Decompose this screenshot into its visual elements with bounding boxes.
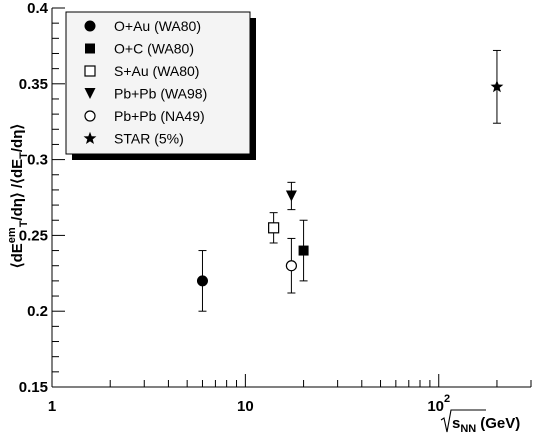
legend-label: Pb+Pb (NA49) [114, 108, 205, 124]
legend-label: O+Au (WA80) [114, 18, 201, 34]
data-point [298, 219, 309, 282]
legend-label: O+C (WA80) [114, 41, 194, 57]
marker-open-circle [84, 110, 96, 122]
data-point [285, 237, 298, 294]
x-axis-title-text: sNN (GeV) [452, 415, 520, 435]
marker-filled-circle [84, 20, 96, 32]
x-tick-label: 1 [48, 398, 56, 415]
axes: 0.15 0.2 0.25 0.3 0.35 0.4 1 10 102 [19, 0, 532, 415]
marker-open-square [84, 65, 96, 77]
y-axis-title: ⟨dEemT/dη⟩ /⟨dET/dη⟩ [6, 124, 30, 268]
marker-filled-star [490, 80, 504, 93]
x-axis-title: sNN (GeV) [440, 409, 520, 435]
legend-entry: STAR (5%) [83, 131, 184, 147]
legend-label: Pb+Pb (WA98) [114, 86, 207, 102]
marker-filled-square [85, 43, 95, 54]
marker-filled-triangle-down [84, 88, 96, 99]
y-tick-label: 0.35 [19, 76, 48, 93]
y-tick-label: 0.3 [27, 152, 48, 169]
legend-box [65, 11, 251, 155]
legend-entry: O+Au (WA80) [84, 18, 201, 34]
legend-entry: O+C (WA80) [85, 41, 194, 57]
y-tick-label: 0.4 [27, 0, 49, 17]
legend-label: S+Au (WA80) [114, 63, 199, 79]
x-tick-label: 102 [427, 393, 450, 415]
axis-titles: sNN (GeV) ⟨dEemT/dη⟩ /⟨dET/dη⟩ [6, 124, 520, 435]
data-point [196, 250, 208, 312]
legend-entry: Pb+Pb (WA98) [84, 86, 207, 102]
legend-entry: S+Au (WA80) [84, 63, 199, 79]
marker-filled-star [83, 131, 97, 144]
data-point [490, 49, 504, 124]
marker-open-circle [285, 260, 298, 272]
y-tick-label: 0.25 [19, 227, 48, 244]
legend-label: STAR (5%) [114, 131, 184, 147]
data-points [196, 49, 504, 312]
legend: O+Au (WA80) O+C (WA80) S+Au (WA80) Pb+Pb (W… [65, 11, 256, 160]
data-point [285, 181, 297, 211]
marker-open-square [268, 222, 280, 234]
x-tick-label: 10 [237, 398, 254, 415]
y-tick-label: 0.15 [19, 379, 48, 396]
y-tick-label: 0.2 [27, 303, 48, 320]
data-point [268, 212, 280, 244]
sqrt-sign [440, 409, 486, 433]
marker-filled-triangle-down [285, 190, 297, 202]
marker-filled-circle [196, 275, 208, 287]
legend-entry: Pb+Pb (NA49) [84, 108, 205, 124]
marker-filled-square [298, 245, 309, 256]
